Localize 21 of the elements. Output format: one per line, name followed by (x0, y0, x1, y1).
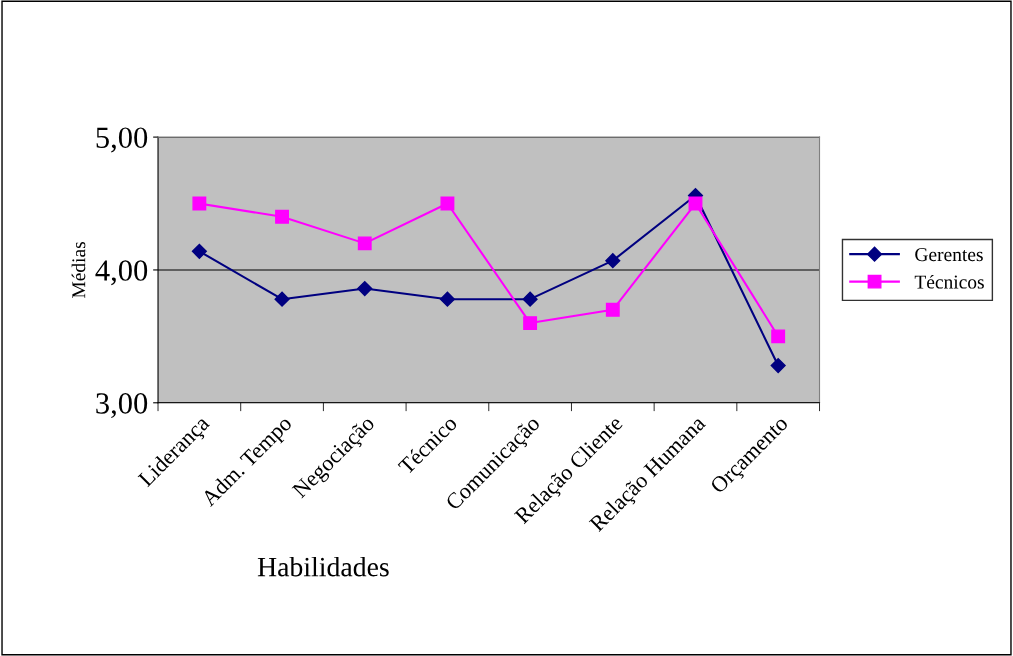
y-tick-label: 3,00 (96, 393, 148, 419)
point (605, 253, 621, 269)
y-tick-label: 5,00 (96, 127, 148, 153)
point (192, 196, 207, 211)
point (357, 280, 373, 297)
point (522, 291, 538, 307)
point (275, 209, 290, 224)
point (771, 329, 786, 344)
point (439, 291, 455, 307)
point (770, 358, 786, 374)
y-tick-label: 4,00 (95, 260, 148, 286)
point (191, 243, 207, 259)
point (605, 302, 620, 317)
y-axis-title: Médias (71, 242, 86, 299)
point (440, 196, 455, 211)
point (523, 316, 538, 331)
point (357, 236, 372, 251)
legend-label: Gerentes (915, 248, 983, 262)
point (274, 291, 290, 307)
x-axis-title: Habilidades (257, 556, 389, 577)
legend-label: Técnicos (914, 274, 984, 289)
